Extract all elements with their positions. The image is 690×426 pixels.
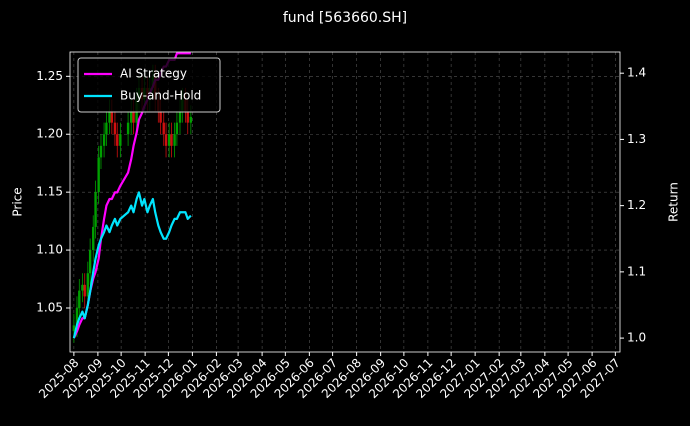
candle-body [99,145,103,158]
candle-body [167,134,171,146]
y-tick-label: 1.15 [36,185,63,199]
candle-body [88,250,92,274]
candle-body [159,111,162,123]
candle-body [173,134,176,146]
y2-tick-label: 1.0 [627,331,646,345]
y2-tick-label: 1.1 [627,264,646,278]
candle-body [72,325,76,332]
y2-axis-label: Return [667,182,681,222]
y2-tick-label: 1.4 [627,66,646,80]
candle-body [186,111,189,123]
candle-body [132,111,135,123]
candle-body [105,122,108,135]
candle-body [113,122,117,135]
legend-label: Buy-and-Hold [120,89,201,103]
candle-body [129,111,133,123]
candle-body [92,226,95,251]
candle-body [119,134,122,146]
candle-body [164,134,168,146]
y2-tick-label: 1.2 [627,198,646,212]
candle-body [170,134,173,146]
candle-body [83,284,86,297]
y-tick-label: 1.20 [36,127,63,141]
chart-title: fund [563660.SH] [283,10,407,26]
candle-body [97,157,100,193]
candle-body [175,122,179,135]
candle-body [86,273,90,297]
candle-body [102,134,106,146]
y2-tick-label: 1.3 [627,132,646,146]
legend-label: AI Strategy [120,67,187,81]
y-axis-label: Price [11,187,25,216]
candle-body [81,284,84,291]
legend-box [77,57,221,113]
candle-body [126,122,130,135]
candle-body [116,134,119,146]
grid [70,52,620,352]
y-tick-label: 1.25 [36,69,63,83]
candle-body [162,122,165,135]
plot-frame [69,51,621,353]
candle-body [75,307,79,326]
candle-body [189,116,193,123]
candle-body [110,111,114,123]
candle-body [108,111,111,123]
candle-body [94,192,97,227]
candle-body [78,290,81,308]
y-tick-label: 1.10 [36,243,63,257]
legend: AI Strategy Buy-and-Hold [77,57,221,113]
candle-body [178,111,182,123]
series-line [72,191,192,339]
y-tick-label: 1.05 [36,300,63,314]
